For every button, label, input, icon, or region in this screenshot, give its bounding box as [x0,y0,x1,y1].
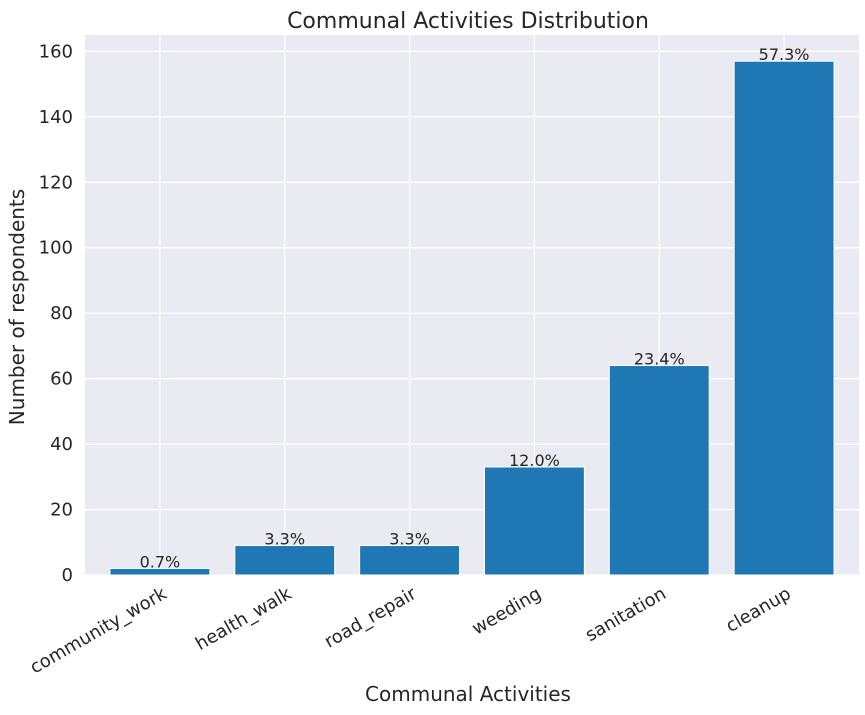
bar-community_work [109,567,211,576]
chart-title: Communal Activities Distribution [287,9,649,34]
y-tick-label: 0 [62,565,73,586]
y-tick-label: 160 [39,41,73,62]
bar-sanitation [608,365,710,576]
y-tick-label: 60 [50,369,73,390]
y-axis-ticks: 0 20 40 60 80 100 120 140 160 [39,41,73,586]
bar-weeding [483,466,585,576]
y-tick-label: 140 [39,107,73,128]
y-tick-label: 40 [50,434,73,455]
data-label-cleanup: 57.3% [759,45,810,64]
y-axis-label: Number of respondents [5,189,29,425]
x-axis-label: Communal Activities [365,682,571,706]
grid-lines [85,35,859,576]
data-labels: 0.7% 3.3% 3.3% 12.0% 23.4% 57.3% [140,45,810,571]
data-label-community_work: 0.7% [140,552,181,571]
y-tick-label: 80 [50,303,73,324]
data-label-sanitation: 23.4% [634,350,685,369]
data-label-weeding: 12.0% [509,451,560,470]
bar-road_repair [359,545,461,576]
bar-health_walk [234,545,336,576]
y-tick-label: 100 [39,238,73,259]
y-tick-label: 120 [39,172,73,193]
bars [109,60,835,576]
y-tick-label: 20 [50,500,73,521]
bar-cleanup [733,60,835,576]
data-label-road_repair: 3.3% [389,530,430,549]
plot-area [85,35,859,575]
data-label-health_walk: 3.3% [264,530,305,549]
